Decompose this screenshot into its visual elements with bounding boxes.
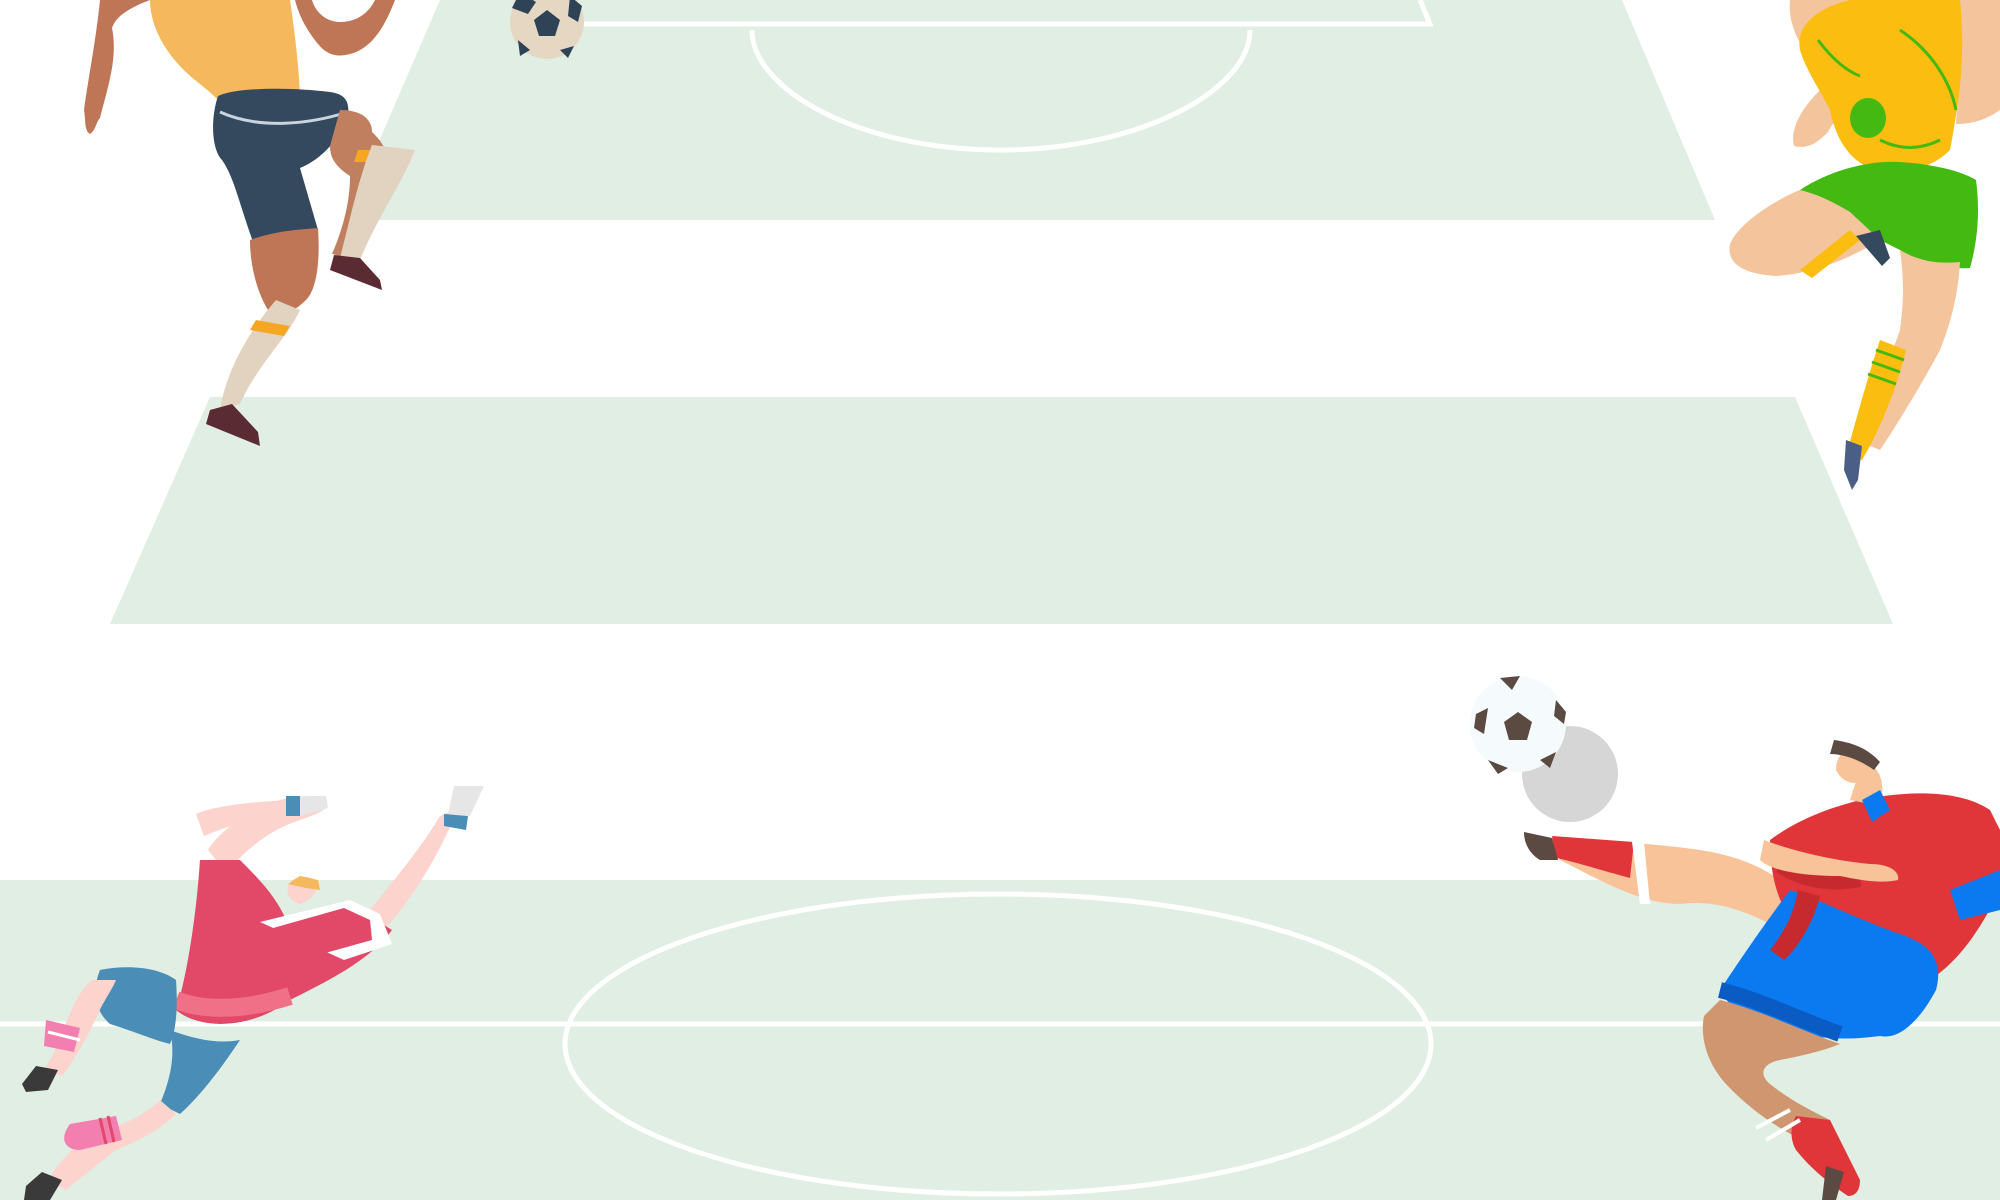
football-ball-top [510, 0, 584, 59]
player-goalkeeper [22, 786, 484, 1200]
player-striker [1524, 740, 2000, 1200]
player-top-right [1729, 0, 2000, 490]
player-top-left [84, 0, 415, 446]
football-ball-striker [1470, 676, 1618, 822]
pitch-middle [110, 397, 1893, 624]
